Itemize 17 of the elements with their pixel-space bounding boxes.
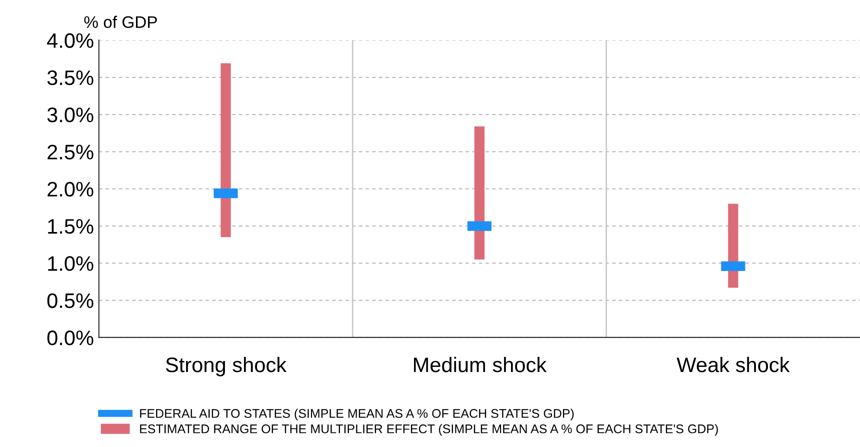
y-axis-title: % of GDP	[84, 16, 157, 28]
y-tick-label: 2.5%	[48, 144, 94, 160]
y-tick-label: 2.0%	[48, 182, 94, 197]
x-tick-label: Medium shock	[414, 356, 547, 372]
x-tick-label: Weak shock	[676, 356, 790, 372]
y-tick-label: 4.0%	[47, 33, 94, 48]
y-tick-label: 0.5%	[47, 293, 94, 308]
y-tick-label: 1.5%	[48, 219, 94, 234]
y-tick-label: 3.0%	[47, 108, 94, 122]
y-tick-label: 1.0%	[48, 256, 94, 271]
legend-label: ESTIMATED RANGE OF THE MULTIPLIER EFFECT (SIMPLE MEAN AS A % OF EACH STATE'S GDP)	[140, 424, 718, 436]
y-tick-label: 3.5%	[47, 70, 94, 86]
bar	[474, 126, 485, 260]
x-tick-label: Strong shock	[166, 356, 287, 376]
legend-label: FEDERAL AID TO STATES (SIMPLE MEAN AS A % OF EACH STATE'S GDP)	[140, 408, 574, 420]
y-tick-label: 0.0%	[47, 330, 94, 346]
bar	[220, 63, 231, 238]
